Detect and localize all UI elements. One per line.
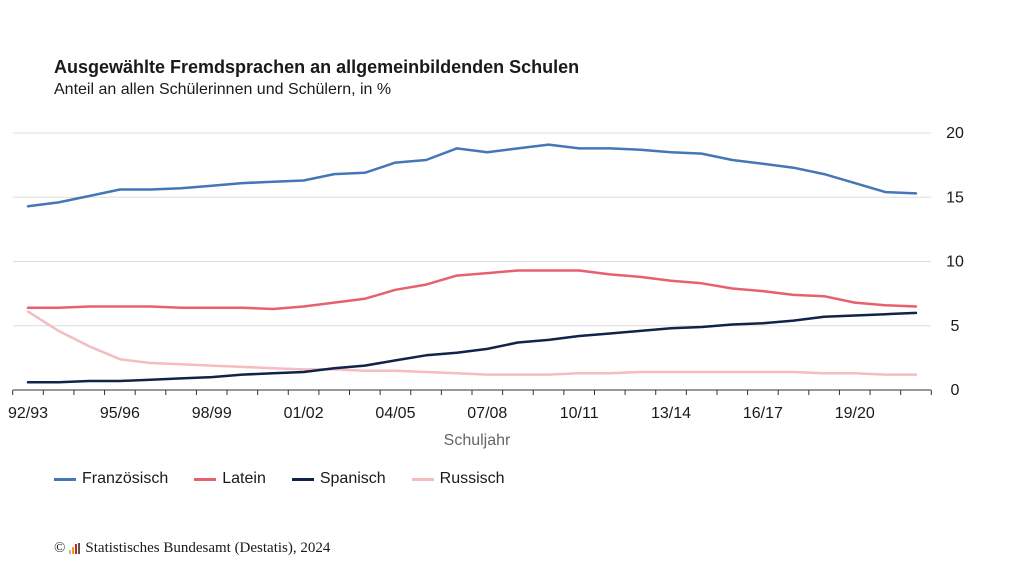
source-footer: © Statistisches Bundesamt (Destatis), 20… <box>54 540 330 557</box>
legend-item-latein: Latein <box>194 470 266 488</box>
legend-swatch <box>54 477 76 481</box>
destatis-logo-icon <box>69 543 81 554</box>
legend-item-spanisch: Spanisch <box>291 470 386 488</box>
chart-subtitle: Anteil an allen Schülerinnen und Schüler… <box>54 81 392 98</box>
x-tick-label: 98/99 <box>192 405 232 422</box>
grid-lines <box>13 132 931 327</box>
y-tick-label: 0 <box>951 382 960 399</box>
series-lines <box>26 143 918 384</box>
line-chart: 92/93 95/96 98/99 01/02 04/05 07/08 10/11 13/14… <box>8 125 964 449</box>
x-tick-label: 95/96 <box>100 405 140 422</box>
series-line-russisch <box>26 310 918 376</box>
chart-title: Ausgewählte Fremdsprachen an allgemeinbi… <box>54 57 580 77</box>
x-axis-title: Schuljahr <box>444 432 511 449</box>
series-line-franzoesisch <box>26 143 918 208</box>
x-tick-label: 92/93 <box>8 405 48 422</box>
legend-label: Russisch <box>439 470 505 487</box>
series-line-spanisch <box>26 311 918 384</box>
legend-item-russisch: Russisch <box>411 470 505 488</box>
y-tick-label: 10 <box>946 254 964 271</box>
y-tick-label: 5 <box>951 318 960 335</box>
y-axis-labels: 0 5 10 15 20 <box>946 125 964 399</box>
legend-label: Französisch <box>82 470 169 487</box>
legend: Französisch Latein Spanisch Russisch <box>54 470 531 488</box>
x-tick-label: 13/14 <box>651 405 691 422</box>
x-tick-label: 19/20 <box>835 405 875 422</box>
legend-swatch <box>291 477 314 481</box>
x-tick-label: 01/02 <box>284 405 324 422</box>
y-tick-label: 20 <box>946 125 964 142</box>
legend-swatch <box>194 477 217 481</box>
legend-label: Latein <box>222 470 266 487</box>
x-axis: 92/93 95/96 98/99 01/02 04/05 07/08 10/11 13/14… <box>8 389 932 422</box>
x-tick-label: 16/17 <box>743 405 783 422</box>
copyright-symbol: © <box>54 540 66 556</box>
legend-swatch <box>411 477 434 481</box>
x-tick-label: 07/08 <box>467 405 507 422</box>
series-line-latein <box>26 269 918 311</box>
y-tick-label: 15 <box>946 189 964 206</box>
legend-label: Spanisch <box>319 470 386 487</box>
legend-item-franzoesisch: Französisch <box>54 470 168 488</box>
x-tick-label: 10/11 <box>560 405 599 422</box>
x-tick-label: 04/05 <box>375 405 415 422</box>
source-text: Statistisches Bundesamt (Destatis), 2024 <box>85 540 331 556</box>
